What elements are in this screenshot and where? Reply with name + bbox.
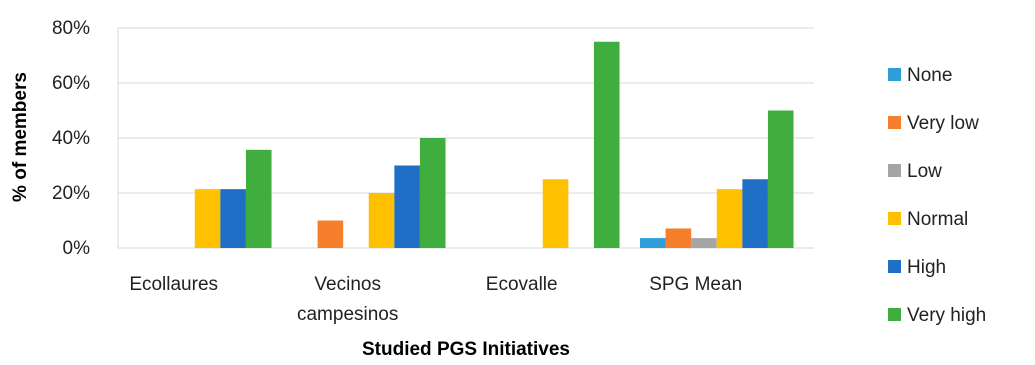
legend-swatch (888, 260, 901, 273)
legend-label: None (907, 65, 952, 86)
legend-swatch (888, 68, 901, 81)
bar-normal (194, 189, 221, 248)
legend-label: Normal (907, 209, 968, 230)
bar-very-low (317, 220, 344, 248)
bar-normal (542, 179, 569, 248)
bar-very-low (665, 228, 692, 248)
bars (194, 41, 794, 248)
x-tick-label: Ecovalle (486, 274, 558, 295)
legend-label: Very low (907, 113, 979, 134)
x-tick-label: Vecinos campesinos (297, 274, 398, 325)
x-tick-labels: Ecollaures Vecinos campesinos Ecovalle SPG M… (129, 274, 742, 325)
bar-high (394, 165, 420, 248)
y-tick-label: 0% (63, 238, 91, 259)
bar-very-high (593, 41, 620, 248)
bar-very-high (419, 138, 446, 248)
bar-normal (716, 189, 743, 248)
y-tick-label: 40% (52, 128, 90, 149)
legend-label: Very high (907, 305, 986, 326)
bar-normal (368, 193, 395, 248)
y-tick-label: 60% (52, 73, 90, 94)
x-tick-label: Ecollaures (129, 274, 218, 295)
legend-swatch (888, 212, 901, 225)
y-tick-label: 80% (52, 18, 90, 39)
bar-layer (194, 41, 794, 248)
legend-swatch (888, 116, 901, 129)
y-axis-title: % of members (10, 72, 31, 202)
bar-low (691, 238, 717, 248)
x-tick-label: SPG Mean (649, 274, 742, 295)
x-axis-title: Studied PGS Initiatives (362, 339, 570, 360)
bar-high (220, 189, 246, 248)
legend-label: High (907, 257, 946, 278)
bar-high (742, 179, 768, 248)
bar-very-high (245, 149, 272, 248)
bar-none (640, 238, 666, 248)
y-tick-labels: 0% 20% 40% 60% 80% (52, 18, 90, 259)
legend-swatch (888, 308, 901, 321)
y-tick-label: 20% (52, 183, 90, 204)
legend-label: Low (907, 161, 942, 182)
legend-swatch (888, 164, 901, 177)
legend: None Very low Low Normal High Very high (888, 65, 986, 326)
bar-very-high (767, 110, 794, 248)
